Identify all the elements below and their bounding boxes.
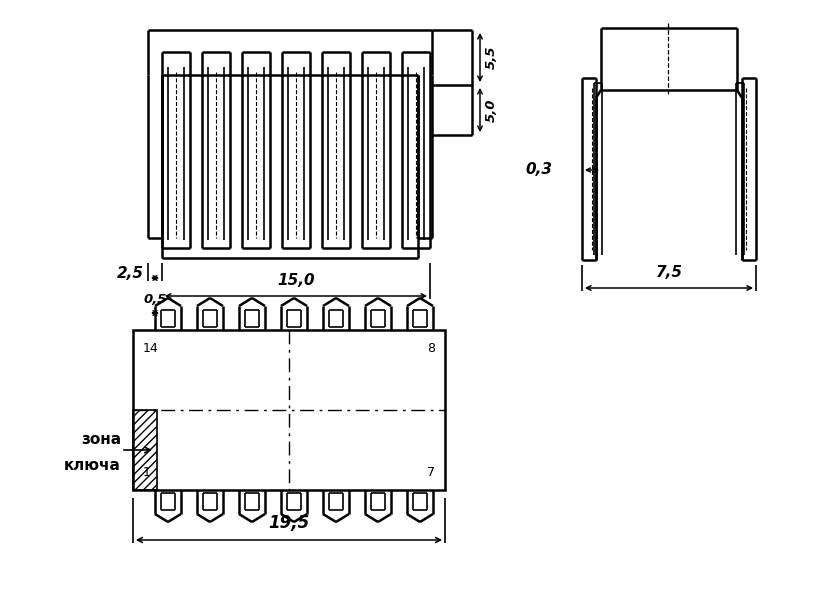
Text: 8: 8 — [427, 342, 435, 355]
Text: 7: 7 — [427, 465, 435, 478]
Text: 7,5: 7,5 — [656, 265, 682, 280]
Bar — [133, 330, 445, 490]
Text: 0,3: 0,3 — [525, 163, 552, 177]
Text: 1: 1 — [143, 465, 151, 478]
Text: 14: 14 — [143, 342, 158, 355]
Text: 2,5: 2,5 — [117, 266, 143, 280]
Text: 19,5: 19,5 — [269, 514, 309, 532]
Bar — [133, 410, 157, 490]
Text: ключа: ключа — [64, 458, 121, 472]
Text: зона: зона — [81, 432, 121, 448]
Text: 5,0: 5,0 — [485, 98, 498, 122]
Text: 15,0: 15,0 — [277, 273, 314, 288]
Text: 0,5: 0,5 — [143, 293, 167, 306]
Text: 5,5: 5,5 — [485, 45, 498, 69]
